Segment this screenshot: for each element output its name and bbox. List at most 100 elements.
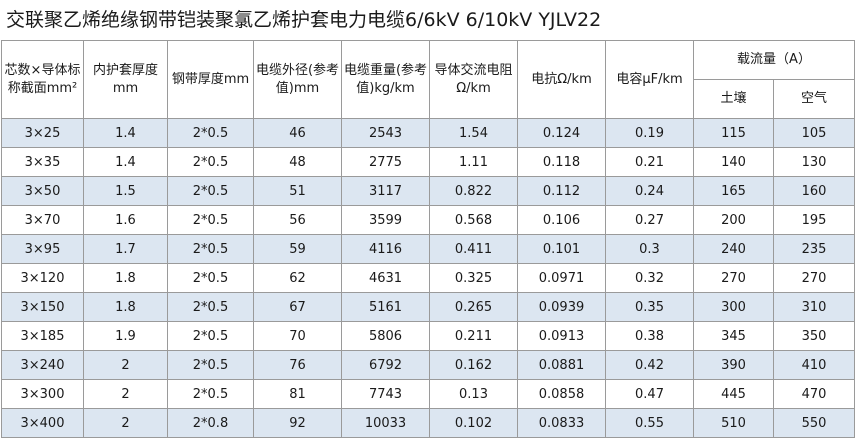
header-reactance: 电抗Ω/km bbox=[517, 40, 606, 119]
cell-section: 3×25 bbox=[1, 118, 84, 148]
table-row: 3×95 1.7 2*0.5 59 4116 0.411 0.101 0.3 240 235 bbox=[1, 234, 855, 264]
cell-weight: 10033 bbox=[341, 408, 430, 438]
cell-capacitance: 0.42 bbox=[605, 350, 694, 380]
table-row: 3×70 1.6 2*0.5 56 3599 0.568 0.106 0.27 200 195 bbox=[1, 205, 855, 235]
header-steel-tape: 钢带厚度mm bbox=[167, 40, 254, 119]
cell-reactance: 0.106 bbox=[517, 205, 606, 235]
cell-inner-sheath: 1.9 bbox=[83, 321, 168, 351]
cell-ac-resistance: 0.265 bbox=[429, 292, 518, 322]
cell-inner-sheath: 2 bbox=[83, 350, 168, 380]
header-row-1: 芯数×导体标称截面mm² 内护套厚度mm 钢带厚度mm 电缆外径(参考值)mm … bbox=[1, 40, 855, 119]
cell-steel-tape: 2*0.5 bbox=[167, 263, 254, 293]
header-outer-diameter: 电缆外径(参考值)mm bbox=[253, 40, 342, 119]
cell-ampacity-air: 130 bbox=[773, 147, 855, 177]
cell-ampacity-air: 235 bbox=[773, 234, 855, 264]
cell-ampacity-soil: 165 bbox=[693, 176, 774, 206]
cell-weight: 2543 bbox=[341, 118, 430, 148]
cell-ampacity-soil: 240 bbox=[693, 234, 774, 264]
cell-ampacity-soil: 445 bbox=[693, 379, 774, 409]
cell-weight: 5806 bbox=[341, 321, 430, 351]
cell-capacitance: 0.3 bbox=[605, 234, 694, 264]
cell-inner-sheath: 1.8 bbox=[83, 263, 168, 293]
cell-ampacity-air: 270 bbox=[773, 263, 855, 293]
cell-steel-tape: 2*0.5 bbox=[167, 350, 254, 380]
cell-capacitance: 0.32 bbox=[605, 263, 694, 293]
cell-reactance: 0.118 bbox=[517, 147, 606, 177]
cell-reactance: 0.101 bbox=[517, 234, 606, 264]
cell-section: 3×400 bbox=[1, 408, 84, 438]
cell-ac-resistance: 0.411 bbox=[429, 234, 518, 264]
table-row: 3×300 2 2*0.5 81 7743 0.13 0.0858 0.47 445 470 bbox=[1, 379, 855, 409]
cell-ampacity-air: 470 bbox=[773, 379, 855, 409]
header-section: 芯数×导体标称截面mm² bbox=[1, 40, 84, 119]
cell-reactance: 0.112 bbox=[517, 176, 606, 206]
cell-reactance: 0.0858 bbox=[517, 379, 606, 409]
header-inner-sheath: 内护套厚度mm bbox=[83, 40, 168, 119]
table-row: 3×240 2 2*0.5 76 6792 0.162 0.0881 0.42 390 410 bbox=[1, 350, 855, 380]
cable-spec-table: 芯数×导体标称截面mm² 内护套厚度mm 钢带厚度mm 电缆外径(参考值)mm … bbox=[1, 40, 855, 438]
cell-ampacity-air: 310 bbox=[773, 292, 855, 322]
cell-ac-resistance: 1.11 bbox=[429, 147, 518, 177]
table-row: 3×150 1.8 2*0.5 67 5161 0.265 0.0939 0.35 300 310 bbox=[1, 292, 855, 322]
cell-ac-resistance: 0.822 bbox=[429, 176, 518, 206]
cell-weight: 5161 bbox=[341, 292, 430, 322]
cell-ampacity-soil: 140 bbox=[693, 147, 774, 177]
cell-weight: 6792 bbox=[341, 350, 430, 380]
cell-section: 3×300 bbox=[1, 379, 84, 409]
cell-outer-diameter: 81 bbox=[253, 379, 342, 409]
cell-ac-resistance: 0.325 bbox=[429, 263, 518, 293]
cell-steel-tape: 2*0.5 bbox=[167, 234, 254, 264]
cell-ac-resistance: 0.211 bbox=[429, 321, 518, 351]
table-row: 3×185 1.9 2*0.5 70 5806 0.211 0.0913 0.38 345 350 bbox=[1, 321, 855, 351]
cell-weight: 7743 bbox=[341, 379, 430, 409]
table-row: 3×35 1.4 2*0.5 48 2775 1.11 0.118 0.21 140 130 bbox=[1, 147, 855, 177]
cell-capacitance: 0.27 bbox=[605, 205, 694, 235]
cell-weight: 3117 bbox=[341, 176, 430, 206]
cell-steel-tape: 2*0.5 bbox=[167, 205, 254, 235]
cell-reactance: 0.0971 bbox=[517, 263, 606, 293]
cell-outer-diameter: 59 bbox=[253, 234, 342, 264]
cell-ampacity-soil: 390 bbox=[693, 350, 774, 380]
cell-outer-diameter: 70 bbox=[253, 321, 342, 351]
cell-section: 3×95 bbox=[1, 234, 84, 264]
cell-weight: 2775 bbox=[341, 147, 430, 177]
cell-reactance: 0.0939 bbox=[517, 292, 606, 322]
cell-section: 3×70 bbox=[1, 205, 84, 235]
cell-steel-tape: 2*0.5 bbox=[167, 379, 254, 409]
cell-steel-tape: 2*0.8 bbox=[167, 408, 254, 438]
cell-ac-resistance: 1.54 bbox=[429, 118, 518, 148]
cell-outer-diameter: 56 bbox=[253, 205, 342, 235]
cell-ampacity-air: 350 bbox=[773, 321, 855, 351]
cell-capacitance: 0.38 bbox=[605, 321, 694, 351]
cell-capacitance: 0.55 bbox=[605, 408, 694, 438]
cell-weight: 4116 bbox=[341, 234, 430, 264]
cell-inner-sheath: 1.7 bbox=[83, 234, 168, 264]
table-body: 3×25 1.4 2*0.5 46 2543 1.54 0.124 0.19 115 105 3×3… bbox=[1, 118, 855, 438]
cell-section: 3×50 bbox=[1, 176, 84, 206]
cell-reactance: 0.0833 bbox=[517, 408, 606, 438]
cell-steel-tape: 2*0.5 bbox=[167, 321, 254, 351]
table-row: 3×400 2 2*0.8 92 10033 0.102 0.0833 0.55 510 550 bbox=[1, 408, 855, 438]
cell-steel-tape: 2*0.5 bbox=[167, 147, 254, 177]
header-air: 空气 bbox=[773, 79, 855, 119]
cell-outer-diameter: 51 bbox=[253, 176, 342, 206]
cell-ampacity-soil: 345 bbox=[693, 321, 774, 351]
header-weight: 电缆重量(参考值)kg/km bbox=[341, 40, 430, 119]
cell-inner-sheath: 2 bbox=[83, 408, 168, 438]
cell-inner-sheath: 1.4 bbox=[83, 118, 168, 148]
cell-reactance: 0.0913 bbox=[517, 321, 606, 351]
header-ampacity: 载流量（A） bbox=[693, 40, 855, 80]
cell-section: 3×150 bbox=[1, 292, 84, 322]
cell-outer-diameter: 48 bbox=[253, 147, 342, 177]
cell-weight: 3599 bbox=[341, 205, 430, 235]
cell-outer-diameter: 46 bbox=[253, 118, 342, 148]
cell-outer-diameter: 62 bbox=[253, 263, 342, 293]
cell-capacitance: 0.35 bbox=[605, 292, 694, 322]
cell-ampacity-soil: 270 bbox=[693, 263, 774, 293]
header-soil: 土壤 bbox=[693, 79, 774, 119]
cell-ampacity-air: 410 bbox=[773, 350, 855, 380]
cell-ac-resistance: 0.162 bbox=[429, 350, 518, 380]
cell-ampacity-air: 195 bbox=[773, 205, 855, 235]
cell-section: 3×240 bbox=[1, 350, 84, 380]
cell-weight: 4631 bbox=[341, 263, 430, 293]
